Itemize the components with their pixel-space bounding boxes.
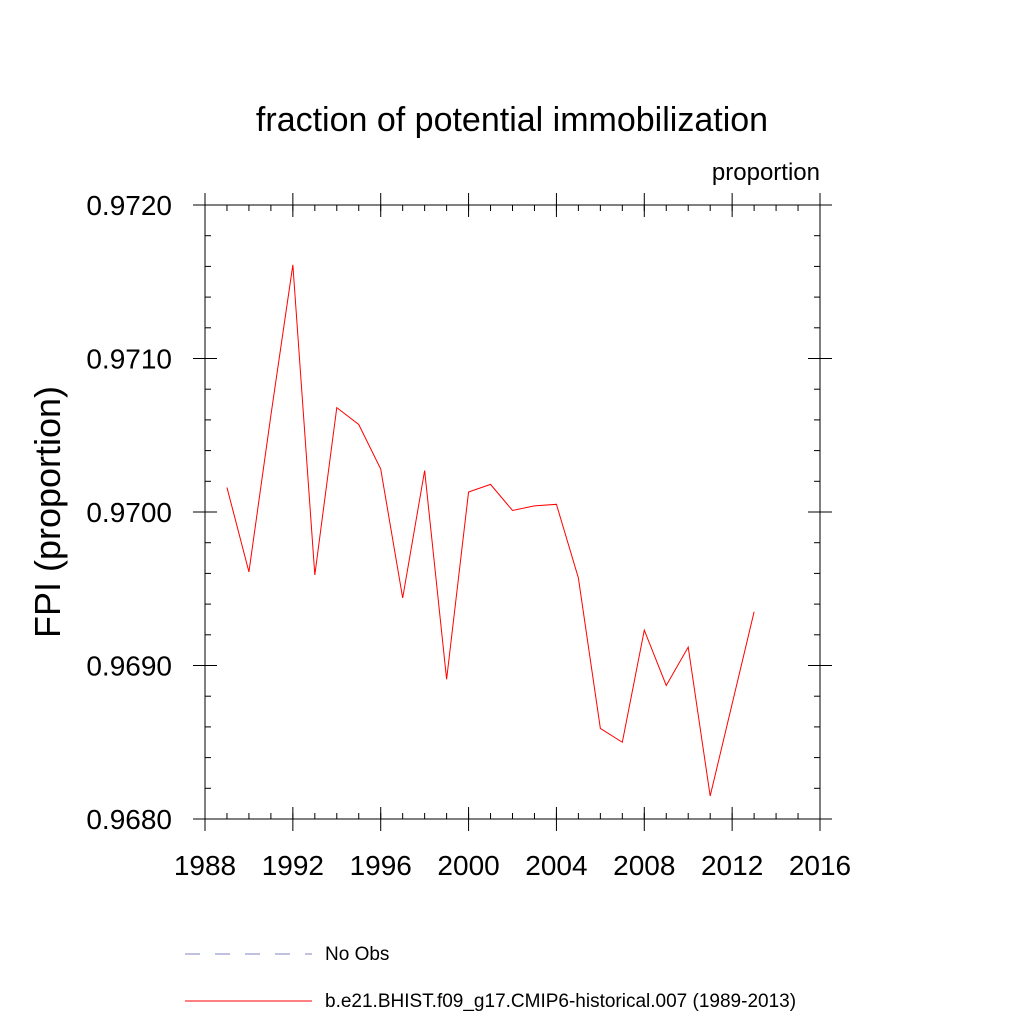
series-line-1 <box>226 264 755 797</box>
x-tick-label: 2004 <box>525 850 587 881</box>
units-label: proportion <box>712 159 820 186</box>
x-tick-label: 1988 <box>174 850 236 881</box>
series-layer <box>226 264 755 797</box>
y-tick-label: 0.9680 <box>86 804 172 835</box>
y-tick-label: 0.9690 <box>86 651 172 682</box>
x-tick-label: 2016 <box>789 850 851 881</box>
chart-title: fraction of potential immobilization <box>256 101 768 139</box>
x-tick-label: 2008 <box>613 850 675 881</box>
plot-frame <box>204 204 821 820</box>
x-tick-label: 1992 <box>262 850 324 881</box>
tick-labels: 1988 1992 1996 2000 2004 2008 2012 2016 0.9680 0.… <box>86 190 851 881</box>
x-tick-label: 1996 <box>350 850 412 881</box>
legend: No Obs b.e21.BHIST.f09_g17.CMIP6-histori… <box>185 944 796 1012</box>
legend-label-no-obs: No Obs <box>325 944 389 965</box>
y-axis-label: FPI (proportion) <box>27 386 68 638</box>
axis-ticks <box>193 193 832 831</box>
x-tick-label: 2012 <box>701 850 763 881</box>
y-tick-label: 0.9700 <box>86 497 172 528</box>
y-tick-label: 0.9710 <box>86 344 172 375</box>
legend-label-model: b.e21.BHIST.f09_g17.CMIP6-historical.007… <box>325 991 796 1012</box>
y-tick-label: 0.9720 <box>86 190 172 221</box>
x-tick-label: 2000 <box>437 850 499 881</box>
